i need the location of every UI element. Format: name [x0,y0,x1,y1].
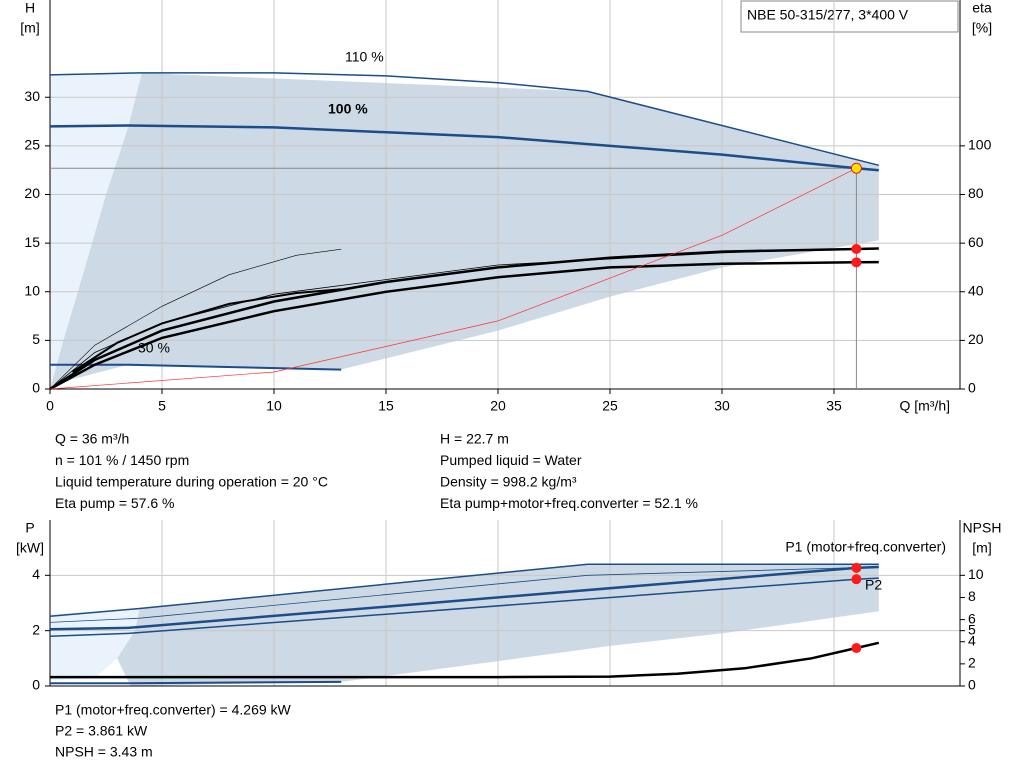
y-axis-title: H [25,0,35,16]
operating-point [851,643,862,654]
operating-point [851,243,862,254]
info-text: H = 22.7 m [440,431,509,447]
y2-tick-label: 10 [968,566,984,582]
curve [49,563,879,618]
curve [49,566,879,623]
curve [50,641,880,679]
operating-region [50,72,879,389]
y2-tick-label: 0 [968,677,976,693]
operating-point [851,574,862,585]
curve [49,248,342,390]
y-tick-label: 25 [24,137,40,153]
y-tick-label: 15 [24,234,40,250]
y2-tick-label: 2 [968,655,976,671]
info-text: NPSH = 3.43 m [55,744,153,760]
y2-tick-label: 8 [968,588,976,604]
y2-axis-title: [m] [972,540,991,556]
y2-tick-label: 60 [968,234,984,250]
legend-text: NBE 50-315/277, 3*400 V [747,7,909,23]
x-tick-label: 15 [378,398,394,414]
curve [49,565,879,631]
y-axis-title: P [25,520,34,536]
x-tick-label: 30 [714,398,730,414]
info-text: Density = 998.2 kg/m³ [440,474,577,490]
y2-axis-title: eta [972,0,992,16]
curve [50,680,342,685]
curve-label: 110 % [345,49,384,65]
operating-region [50,72,142,389]
y-tick-label: 30 [24,88,40,104]
y2-tick-label: 40 [968,282,984,298]
curve-label: 100 % [328,101,368,117]
y-tick-label: 2 [32,621,40,637]
y2-tick-label: 0 [968,380,976,396]
info-text: Q = 36 m³/h [55,431,129,447]
x-tick-label: 10 [266,398,282,414]
x-axis-title: Q [m³/h] [899,398,950,414]
curve [50,363,342,371]
info-text: Eta pump = 57.6 % [55,495,174,511]
info-text: n = 101 % / 1450 rpm [55,452,189,468]
info-text: Pumped liquid = Water [440,452,582,468]
curve [49,167,857,390]
y2-tick-label: 5 [968,621,976,637]
y-tick-label: 4 [32,566,40,582]
legend-box [740,0,959,33]
curve [49,247,879,391]
info-text: P1 (motor+freq.converter) = 4.269 kW [55,702,292,718]
operating-point [851,562,862,573]
info-text: Eta pump+motor+freq.converter = 52.1 % [440,495,698,511]
info-text: P2 = 3.861 kW [55,723,148,739]
operating-point [850,162,862,174]
info-text: Liquid temperature during operation = 20… [55,474,328,490]
curve [71,288,342,373]
y-axis-title: [m] [20,20,39,36]
y2-axis-title: NPSH [963,520,1002,536]
curve [49,247,879,390]
y-tick-label: 0 [32,380,40,396]
curve [49,577,879,637]
y-tick-label: 20 [24,185,40,201]
y-tick-label: 0 [32,677,40,693]
y2-tick-label: 100 [968,137,992,153]
y-tick-label: 5 [32,331,40,347]
y2-tick-label: 4 [968,632,976,648]
y2-tick-label: 80 [968,185,984,201]
x-tick-label: 35 [826,398,842,414]
curve [49,260,879,391]
x-tick-label: 20 [490,398,506,414]
y2-tick-label: 20 [968,331,984,347]
y-axis-title: [kW] [16,540,44,556]
y2-tick-label: 6 [968,610,976,626]
curve-label: 30 % [138,340,170,356]
x-tick-label: 0 [46,398,54,414]
curve-label: P1 (motor+freq.converter) [785,539,946,555]
x-tick-label: 5 [158,398,166,414]
y2-axis-title: [%] [972,20,992,36]
y-tick-label: 10 [24,282,40,298]
operating-point [851,257,862,268]
curve [49,72,879,167]
curve-label: P2 [865,577,882,593]
x-tick-label: 25 [602,398,618,414]
operating-region [50,608,140,681]
